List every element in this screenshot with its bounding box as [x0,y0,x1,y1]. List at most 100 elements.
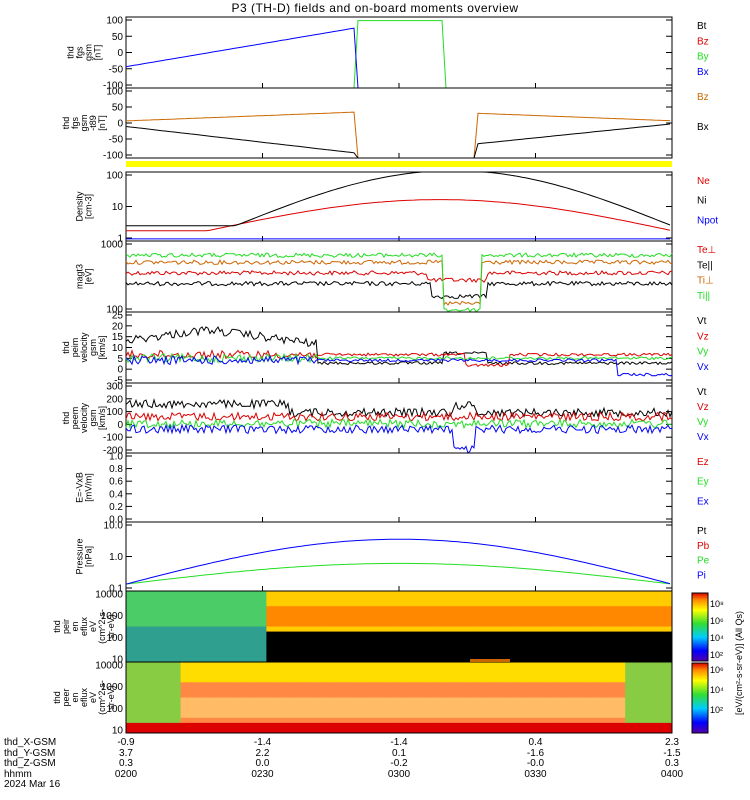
heat-cell [516,677,525,683]
heat-cell [360,641,369,648]
heat-cell [625,611,634,617]
heat-cell [617,616,626,622]
heat-cell [609,692,618,698]
heat-cell [196,687,205,693]
heat-cell [305,611,314,617]
heat-cell [305,687,314,693]
heat-cell [188,596,197,602]
heat-cell [227,601,236,607]
heat-cell [539,672,548,678]
heat-cell [438,656,447,663]
heat-cell [360,611,369,617]
heat-cell [414,662,423,668]
heat-cell [586,621,595,627]
heat-cell [562,662,572,668]
heat-cell [157,616,166,622]
heat-cell [328,621,338,627]
heat-cell [656,641,665,648]
colorbar-bottom [691,662,709,734]
heat-cell [609,626,618,633]
heat-cell [157,692,166,698]
heat-cell [664,667,673,673]
heat-cell [578,626,587,633]
heat-cell [352,687,361,693]
heat-cell [157,717,166,724]
heat-cell [328,682,338,688]
heat-cell [586,727,595,734]
footer-value: 3.7 [119,747,133,759]
heat-cell [352,707,361,714]
heat-cell [243,722,252,729]
heat-cell [406,641,416,648]
series-temp-Ti_perp [125,259,673,306]
heat-cell [289,641,299,648]
heat-cell [235,591,244,597]
footer-value: -1.4 [390,737,408,748]
heat-cell [469,651,478,658]
ytick-label: 100 [106,171,123,182]
heat-cell [258,626,267,633]
heat-cell [282,727,291,734]
heat-cell [274,682,283,688]
heat-cell [477,626,486,633]
heat-cell [414,672,423,678]
heat-cell [453,662,462,668]
heat-cell [562,667,572,673]
heat-cell [633,672,642,678]
heat-cell [617,707,626,714]
heat-cell [461,727,470,734]
heat-cell [352,722,361,729]
heat-cell [360,662,369,668]
heat-cell [406,727,416,734]
heat-cell [266,621,275,627]
ytick-label: -50 [109,135,124,146]
heat-cell [422,631,431,638]
heat-cell [313,651,322,658]
heat-cell [321,722,330,729]
heat-cell [633,722,642,729]
heat-cell [180,601,189,607]
heat-cell [414,717,423,724]
heat-cell [484,707,494,714]
heat-cell [360,591,369,597]
footer-value: 0300 [387,768,411,780]
colorbar-tick: 10⁸ [710,599,724,609]
heat-cell [586,722,595,729]
heat-cell [219,646,228,653]
heat-cell [547,722,556,729]
heat-cell [477,672,486,678]
heat-cell [367,621,377,627]
heat-cell [196,727,205,734]
heat-cell [664,692,673,698]
heat-cell [430,656,439,663]
heat-cell [633,656,642,663]
heat-cell [617,727,626,734]
heat-cell [352,601,361,607]
heat-cell [336,717,345,724]
heat-cell [321,702,330,709]
heat-cell [258,727,267,734]
heat-cell [531,616,540,622]
heat-cell [469,596,478,602]
heat-cell [562,626,572,633]
ytick-label: -200 [103,446,123,457]
heat-cell [500,621,509,627]
heat-cell [250,707,260,714]
heat-cell [126,656,135,663]
heat-cell [367,616,377,622]
heat-cell [586,672,595,678]
heat-cell [445,702,455,709]
heat-cell [188,641,197,648]
heat-cell [211,641,221,648]
heat-cell [609,641,618,648]
heat-cell [601,687,611,693]
heat-cell [367,631,377,638]
heat-cell [422,722,431,729]
heat-cell [133,591,143,597]
ytick-label: 0.4 [109,489,123,500]
heat-cell [219,611,228,617]
heat-cell [570,591,579,597]
heat-cell [274,656,283,663]
heat-cell [391,606,400,612]
heat-cell [204,611,213,617]
